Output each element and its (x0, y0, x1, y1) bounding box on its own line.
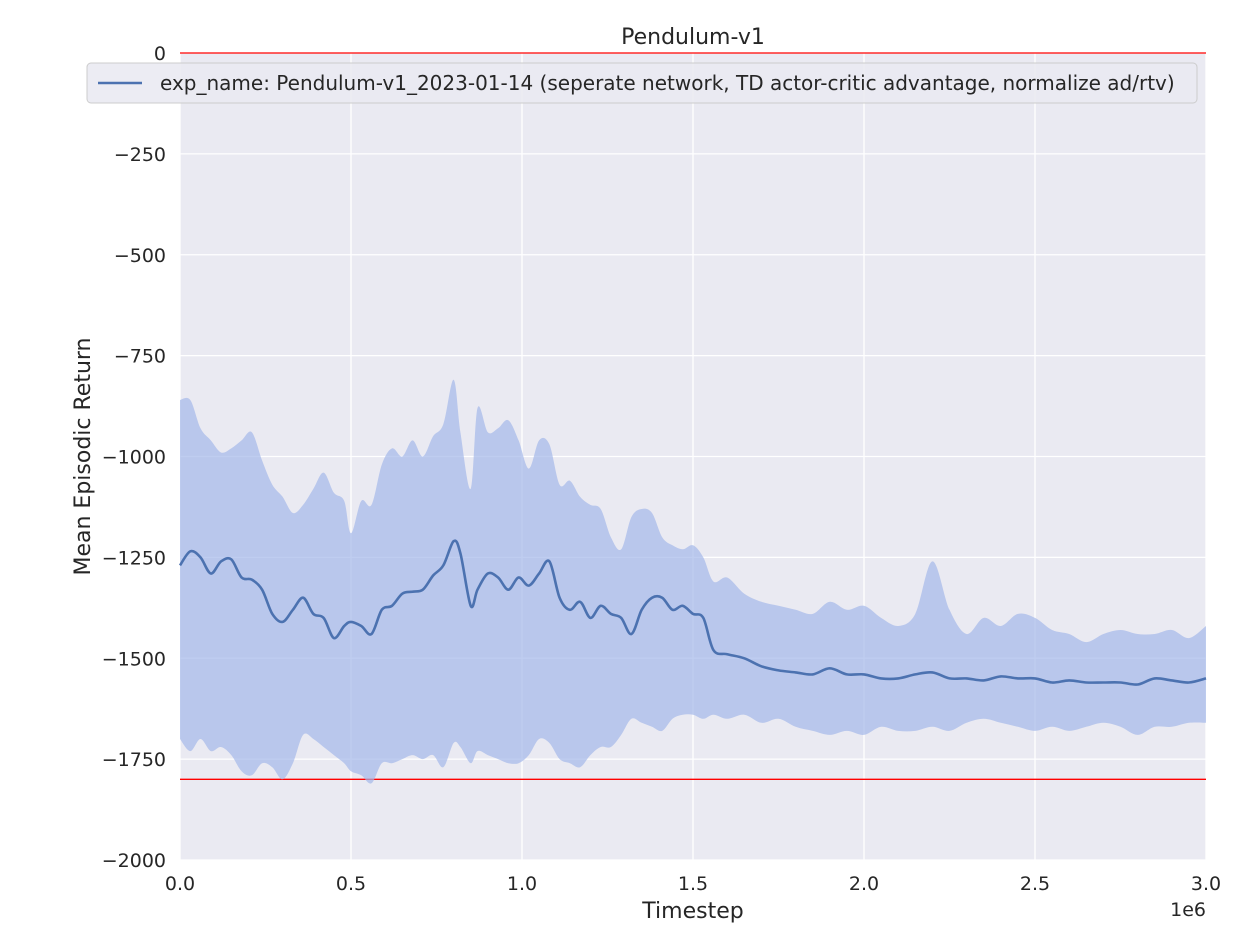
x-tick-label: 3.0 (1191, 873, 1221, 895)
std-band (180, 379, 1206, 784)
reference-lines (180, 52, 1206, 780)
x-tick-label: 0.5 (336, 873, 366, 895)
legend-box (86, 62, 1198, 104)
y-tick-label: 0 (154, 43, 166, 65)
x-tick-labels: 0.0 0.5 1.0 1.5 2.0 2.5 3.0 (165, 873, 1221, 895)
y-tick-label: −2000 (102, 850, 166, 872)
y-axis-title: Mean Episodic Return (71, 337, 96, 575)
y-tick-label: −1000 (102, 447, 166, 469)
y-tick-label: −500 (114, 245, 166, 267)
y-tick-label: −1750 (102, 749, 166, 771)
y-tick-labels: 0 −250 −500 −750 −1000 −1250 −1500 −1750 −2000 (102, 43, 166, 872)
x-axis-title: Timestep (641, 899, 743, 924)
y-tick-label: −750 (114, 346, 166, 368)
x-tick-label: 1.5 (678, 873, 708, 895)
y-tick-label: −250 (114, 144, 166, 166)
y-tick-label: −1500 (102, 648, 166, 670)
x-tick-label: 2.5 (1020, 873, 1050, 895)
mean-line (178, 539, 1207, 686)
x-axis-offset-label: 1e6 (1170, 899, 1206, 921)
legend: exp_name: Pendulum-v1_2023-01-14 (sepera… (86, 62, 1198, 104)
chart-title: Pendulum-v1 (621, 25, 765, 50)
legend-entry: exp_name: Pendulum-v1_2023-01-14 (sepera… (160, 71, 1175, 95)
y-tick-label: −1250 (102, 547, 166, 569)
x-tick-label: 1.0 (507, 873, 537, 895)
x-tick-label: 2.0 (849, 873, 879, 895)
x-tick-label: 0.0 (165, 873, 195, 895)
